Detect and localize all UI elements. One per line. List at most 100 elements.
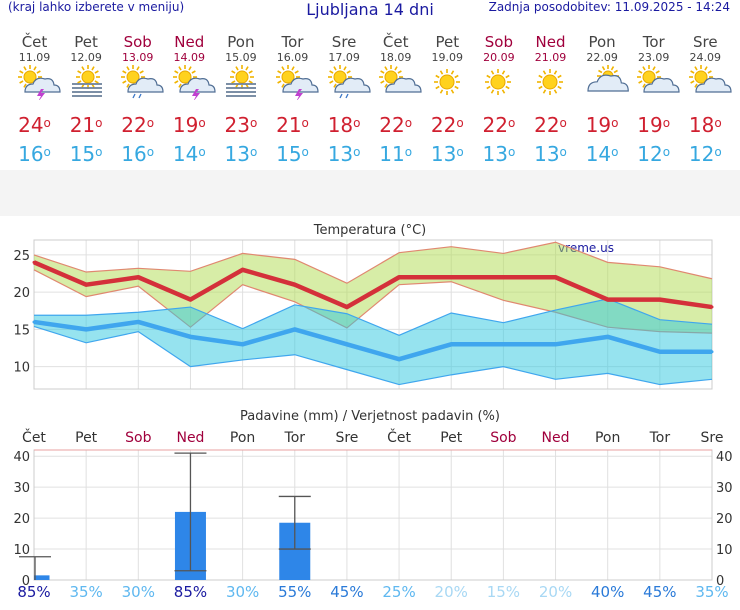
probability-label: 15% bbox=[487, 583, 520, 601]
probability-label: 85% bbox=[17, 583, 50, 601]
max-point bbox=[32, 260, 36, 264]
day-name: Ned bbox=[535, 33, 566, 51]
day-axis-label: Tor bbox=[649, 430, 671, 446]
min-temperature: 14o bbox=[172, 142, 206, 166]
max-temperature: 22o bbox=[482, 113, 516, 137]
y-tick-label-right: 30 bbox=[716, 481, 733, 496]
precipitation-chart: Padavine (mm) / Verjetnost padavin (%) Če… bbox=[13, 409, 733, 601]
day-column: Sre 17.09 18o 13o bbox=[318, 34, 371, 166]
day-date: 12.09 bbox=[70, 51, 102, 64]
day-name: Pet bbox=[74, 33, 98, 51]
max-point bbox=[449, 275, 453, 279]
day-axis-label: Ned bbox=[542, 430, 570, 446]
probability-label: 20% bbox=[435, 583, 468, 601]
y-tick-label: 20 bbox=[13, 286, 30, 301]
day-column: Čet 11.09 24o 16o bbox=[8, 34, 61, 166]
min-temperature: 13o bbox=[327, 142, 361, 166]
y-tick-label-right: 40 bbox=[716, 450, 733, 465]
max-point bbox=[84, 283, 88, 287]
day-column: Tor 16.09 21o 15o bbox=[266, 34, 319, 166]
day-name: Pet bbox=[435, 33, 460, 51]
min-temperature: 13o bbox=[430, 142, 464, 166]
max-temperature: 22o bbox=[430, 113, 464, 137]
last-updated: Zadnja posodobitev: 11.09.2025 - 14:24 bbox=[488, 0, 730, 14]
probability-label: 30% bbox=[226, 583, 259, 601]
day-date: 11.09 bbox=[18, 51, 51, 64]
max-temperature: 22o bbox=[379, 113, 413, 137]
weather-icon bbox=[485, 69, 512, 95]
day-column: Ned 14.09 19o 14o bbox=[163, 34, 216, 166]
max-temperature: 21o bbox=[69, 113, 103, 137]
day-date: 14.09 bbox=[173, 51, 206, 64]
weather-icon bbox=[121, 65, 164, 99]
weather-icon bbox=[71, 65, 102, 97]
min-temperature: 12o bbox=[637, 142, 671, 166]
weather-icon bbox=[379, 65, 422, 93]
day-axis-label: Pet bbox=[75, 430, 98, 446]
max-point bbox=[554, 275, 558, 279]
probability-label: 85% bbox=[174, 583, 207, 601]
day-date: 17.09 bbox=[328, 51, 360, 64]
day-column: Pon 22.09 19o 14o bbox=[576, 34, 629, 166]
day-name: Sre bbox=[331, 33, 357, 51]
day-column: Pet 19.09 22o 13o bbox=[421, 33, 474, 167]
day-name: Pon bbox=[588, 33, 616, 51]
min-temperature: 13o bbox=[482, 142, 516, 166]
min-temperature: 14o bbox=[585, 142, 619, 166]
weather-icon bbox=[637, 65, 680, 93]
day-axis-label: Sob bbox=[125, 430, 151, 446]
day-axis-label: Sre bbox=[701, 430, 724, 446]
day-axis-label: Sob bbox=[490, 430, 516, 446]
precipitation-bar bbox=[34, 575, 50, 580]
min-point bbox=[84, 327, 88, 331]
max-temperature: 22o bbox=[121, 113, 155, 137]
menu-hint: (kraj lahko izberete v meniju) bbox=[8, 0, 185, 14]
day-column: Sob 20.09 22o 13o bbox=[472, 33, 525, 167]
probability-label: 20% bbox=[539, 583, 572, 601]
min-temperature: 13o bbox=[224, 142, 258, 166]
day-date: 23.09 bbox=[637, 51, 670, 64]
min-temperature-line bbox=[33, 319, 712, 362]
y-tick-label-left: 0 bbox=[22, 574, 30, 589]
day-name: Tor bbox=[642, 33, 665, 51]
day-date: 22.09 bbox=[586, 51, 618, 64]
weather-icon bbox=[688, 65, 732, 93]
max-upper-line bbox=[33, 241, 713, 284]
min-upper-line bbox=[34, 298, 713, 337]
min-point bbox=[554, 342, 558, 346]
day-name: Čet bbox=[21, 33, 48, 51]
min-point bbox=[501, 342, 505, 346]
min-temperature: 16o bbox=[121, 142, 155, 166]
day-axis-label: Čet bbox=[22, 428, 46, 446]
day-name: Pon bbox=[227, 33, 255, 51]
day-axis-label: Ned bbox=[176, 430, 204, 446]
y-tick-label-right: 0 bbox=[716, 574, 724, 589]
weather-icon bbox=[537, 69, 563, 95]
y-tick-label-right: 10 bbox=[716, 543, 733, 558]
day-name: Sre bbox=[693, 33, 718, 51]
probability-label: 40% bbox=[591, 583, 624, 601]
day-name: Ned bbox=[174, 33, 205, 51]
y-tick-label-left: 20 bbox=[13, 512, 30, 527]
weather-icon bbox=[276, 65, 319, 102]
day-date: 21.09 bbox=[534, 51, 567, 64]
max-point bbox=[241, 268, 245, 272]
day-date: 16.09 bbox=[276, 51, 309, 64]
y-tick-label: 25 bbox=[13, 249, 30, 264]
day-name: Sob bbox=[123, 33, 152, 51]
min-point bbox=[449, 342, 453, 346]
min-point bbox=[397, 357, 401, 361]
probability-label: 30% bbox=[122, 583, 155, 601]
weather-icon bbox=[172, 65, 216, 102]
day-axis-label: Tor bbox=[284, 430, 306, 446]
day-date: 18.09 bbox=[379, 51, 412, 64]
day-axis-label: Pon bbox=[595, 430, 620, 446]
day-axis-label: Pet bbox=[440, 430, 463, 446]
max-point bbox=[136, 275, 140, 279]
min-point bbox=[241, 342, 245, 346]
max-point bbox=[658, 298, 662, 302]
y-tick-label-left: 40 bbox=[13, 450, 30, 465]
day-name: Sob bbox=[484, 33, 513, 51]
y-tick-label: 10 bbox=[13, 361, 30, 376]
day-date: 13.09 bbox=[121, 51, 154, 64]
